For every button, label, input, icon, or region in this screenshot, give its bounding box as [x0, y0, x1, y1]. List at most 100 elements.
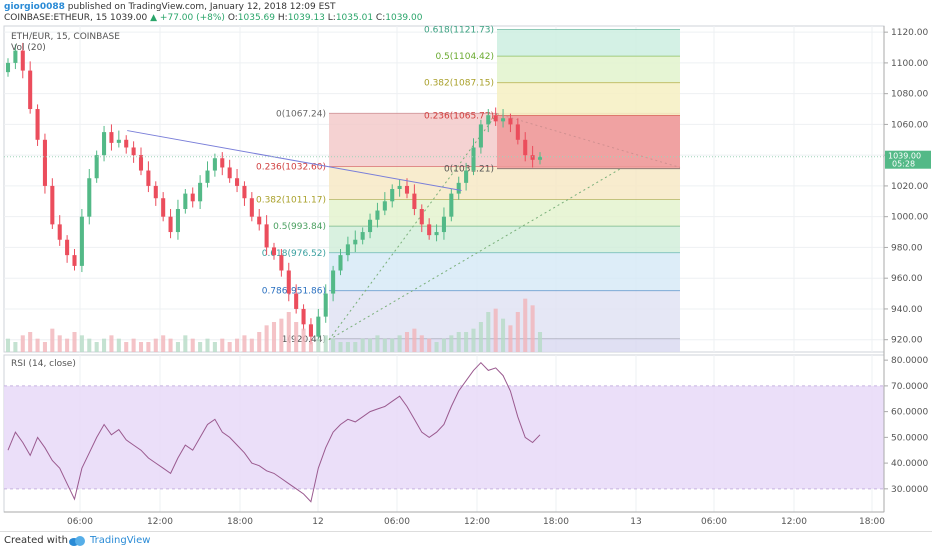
volume-bar: [286, 312, 291, 352]
time-tick-label: 06:00: [67, 517, 93, 527]
volume-bar: [515, 312, 520, 352]
volume-bar: [175, 342, 180, 352]
high-value: 1039.13: [287, 13, 325, 23]
volume-bar: [486, 312, 491, 352]
price-tick-label: 980.00: [891, 243, 923, 253]
axes: 920.00 940.00 960.00 980.00 1000.00 1020.00 10…: [4, 26, 931, 527]
candle-body: [537, 156, 543, 160]
candle-body: [161, 198, 166, 217]
candle-body: [168, 216, 173, 233]
fib-left-label: 0(1067.24): [276, 109, 326, 119]
open-value: 1035.69: [237, 13, 275, 23]
symbol-legend: ETH/EUR, 15, COINBASE: [11, 32, 120, 42]
volume-bar: [94, 342, 99, 352]
tradingview-brand[interactable]: TradingView: [90, 535, 151, 546]
volume-bar: [530, 305, 535, 352]
price-tick-label: 920.00: [891, 336, 923, 346]
volume-bar: [271, 322, 277, 352]
publish-info: giorgio0088 published on TradingView.com…: [4, 2, 335, 12]
volume-bar: [456, 332, 461, 352]
candle-body: [338, 255, 343, 271]
fib-left-zone: [329, 252, 680, 291]
volume-bar: [109, 335, 114, 352]
high-label: H:: [277, 13, 288, 23]
candle-body: [515, 124, 520, 140]
fib-right-label: 0.236(1065.77): [424, 112, 494, 122]
open-label: O:: [227, 13, 238, 23]
volume-bar: [478, 322, 483, 352]
price-badge: [885, 150, 931, 169]
candle-body: [249, 198, 254, 217]
volume-bar: [20, 335, 25, 352]
time-tick-label: 18:00: [859, 517, 885, 527]
volume-bar: [427, 338, 432, 352]
author-link[interactable]: giorgio0088: [4, 2, 65, 12]
volume-bar: [257, 332, 262, 352]
last-price: 1039.00: [110, 13, 148, 23]
fib-left-label: 0.236(1032.60): [256, 163, 326, 173]
time-tick-label: 13: [630, 517, 641, 527]
candle-body: [109, 132, 114, 143]
volume-bar: [301, 328, 306, 352]
volume-legend: Vol (20): [11, 43, 46, 53]
candle-body: [471, 147, 476, 171]
rsi-pane[interactable]: [3, 354, 885, 513]
created-with-text: Created with: [4, 535, 68, 546]
volume-bar: [72, 332, 77, 352]
volume-bar: [50, 328, 55, 352]
volume-bar: [397, 335, 402, 352]
candle-body: [65, 239, 70, 256]
fib-left-label: 0.382(1011.17): [256, 196, 326, 206]
price-pane[interactable]: 0(1067.24) 0.236(1032.60) 0.382(1011.17) 0.…: [3, 25, 885, 353]
volume-bar: [198, 342, 203, 352]
tradingview-logo-icon: [69, 536, 85, 546]
candle-body: [360, 232, 365, 240]
fib-left-label: 0.5(993.84): [273, 222, 326, 232]
symbol-name: COINBASE:ETHEUR, 15: [4, 13, 108, 23]
chart-canvas[interactable]: 0(1067.24) 0.236(1032.60) 0.382(1011.17) 0.…: [0, 0, 932, 531]
volume-bar: [279, 318, 284, 352]
rsi-band: [4, 385, 884, 489]
volume-bar: [345, 342, 350, 352]
candle-body: [94, 155, 99, 179]
fib-right-label: 0.382(1087.15): [424, 79, 494, 89]
price-badge-countdown: 05:28: [892, 160, 915, 169]
fib-right-zone: [497, 29, 680, 57]
candle-body: [486, 115, 491, 125]
volume-bar: [537, 332, 543, 352]
candle-body: [412, 193, 417, 209]
candle-body: [72, 255, 77, 266]
fib-connector: [328, 113, 498, 340]
candle-body: [116, 139, 121, 143]
volume-bar: [242, 335, 247, 352]
fib-left-label: 0.618(976.52): [262, 249, 326, 259]
trendline: [127, 130, 462, 192]
time-tick-label: 06:00: [701, 517, 727, 527]
candle-body: [441, 216, 446, 233]
fib-right-label: 0(1031.21): [444, 165, 494, 175]
candle-body: [530, 155, 535, 160]
candle-body: [264, 224, 269, 248]
candle-body: [50, 185, 55, 225]
candle-body: [294, 293, 299, 309]
candle-body: [404, 185, 410, 194]
volume-bar: [65, 338, 70, 352]
candle-body: [20, 50, 25, 71]
candle-body: [508, 118, 513, 125]
candle-body: [323, 293, 328, 317]
candle-body: [198, 182, 203, 202]
fib-connector: [328, 168, 621, 341]
candle-body: [286, 270, 291, 294]
volume-bar: [412, 328, 417, 352]
candle-body: [301, 308, 306, 325]
publish-text: published on TradingView.com, January 12…: [67, 2, 336, 12]
candle-body: [257, 216, 262, 225]
volume-bar: [316, 338, 321, 352]
price-tick-label: 1060.00: [891, 120, 928, 130]
candle-body: [183, 193, 188, 209]
candle-body: [220, 158, 225, 168]
candle-body: [501, 118, 506, 122]
volume-bar: [264, 325, 269, 352]
volume-bar: [434, 342, 439, 352]
volume-bar: [404, 332, 410, 352]
